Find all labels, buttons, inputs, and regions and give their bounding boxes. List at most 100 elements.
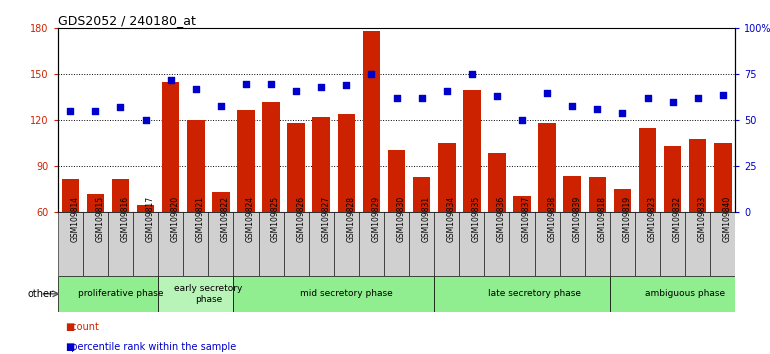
- Bar: [58, 212, 83, 276]
- Point: [691, 96, 704, 101]
- Bar: [635, 212, 660, 276]
- Text: mid secretory phase: mid secretory phase: [300, 289, 393, 298]
- Text: GSM109819: GSM109819: [622, 196, 631, 242]
- Text: GSM109826: GSM109826: [296, 196, 305, 242]
- Bar: [434, 212, 459, 276]
- Bar: [359, 212, 384, 276]
- Text: GSM109838: GSM109838: [547, 196, 556, 242]
- Bar: [162, 82, 179, 212]
- Point: [365, 72, 377, 77]
- Bar: [108, 212, 133, 276]
- Bar: [714, 143, 732, 212]
- Text: ambiguous phase: ambiguous phase: [645, 289, 725, 298]
- Text: proliferative phase: proliferative phase: [78, 289, 163, 298]
- Text: late secretory phase: late secretory phase: [488, 289, 581, 298]
- Point: [290, 88, 303, 94]
- Bar: [588, 177, 606, 212]
- Point: [641, 96, 654, 101]
- Bar: [233, 212, 259, 276]
- Bar: [58, 276, 158, 312]
- Text: ■: ■: [65, 342, 75, 352]
- Point: [239, 81, 252, 86]
- Bar: [685, 212, 710, 276]
- Text: GSM109824: GSM109824: [246, 196, 255, 242]
- Bar: [237, 110, 255, 212]
- Point: [717, 92, 729, 97]
- Point: [490, 93, 503, 99]
- Point: [616, 110, 628, 116]
- Text: early secretory
phase: early secretory phase: [174, 284, 243, 303]
- Text: GSM109830: GSM109830: [397, 196, 406, 242]
- Text: GSM109831: GSM109831: [422, 196, 430, 242]
- Text: GSM109832: GSM109832: [673, 196, 681, 242]
- Bar: [409, 212, 434, 276]
- Bar: [689, 139, 707, 212]
- Point: [566, 103, 578, 108]
- Text: GSM109827: GSM109827: [321, 196, 330, 242]
- Point: [315, 84, 327, 90]
- Point: [466, 72, 478, 77]
- Point: [139, 118, 152, 123]
- Text: GSM109834: GSM109834: [447, 196, 456, 242]
- Point: [667, 99, 679, 105]
- Bar: [259, 212, 283, 276]
- Bar: [639, 128, 656, 212]
- Text: GSM109839: GSM109839: [572, 196, 581, 242]
- Point: [541, 90, 554, 96]
- Point: [215, 103, 227, 108]
- Point: [189, 86, 202, 92]
- Bar: [187, 120, 205, 212]
- Text: GSM109828: GSM109828: [346, 196, 356, 242]
- Bar: [664, 147, 681, 212]
- Bar: [209, 212, 233, 276]
- Point: [114, 105, 126, 110]
- Bar: [438, 143, 456, 212]
- Text: GSM109840: GSM109840: [723, 196, 732, 242]
- Point: [340, 82, 353, 88]
- Bar: [62, 179, 79, 212]
- Point: [416, 96, 428, 101]
- Bar: [337, 114, 355, 212]
- Bar: [434, 276, 610, 312]
- Bar: [463, 90, 480, 212]
- Text: GSM109816: GSM109816: [120, 196, 129, 242]
- Bar: [212, 193, 229, 212]
- Bar: [158, 276, 233, 312]
- Point: [390, 96, 403, 101]
- Text: GSM109833: GSM109833: [698, 196, 707, 242]
- Text: GDS2052 / 240180_at: GDS2052 / 240180_at: [58, 14, 196, 27]
- Text: GSM109823: GSM109823: [648, 196, 657, 242]
- Bar: [610, 212, 635, 276]
- Text: GSM109836: GSM109836: [497, 196, 506, 242]
- Bar: [363, 32, 380, 212]
- Bar: [413, 177, 430, 212]
- Bar: [710, 212, 735, 276]
- Point: [89, 108, 102, 114]
- Bar: [384, 212, 409, 276]
- Bar: [564, 176, 581, 212]
- Bar: [183, 212, 209, 276]
- Bar: [488, 153, 506, 212]
- Bar: [313, 117, 330, 212]
- Text: percentile rank within the sample: percentile rank within the sample: [65, 342, 236, 352]
- Text: GSM109814: GSM109814: [70, 196, 79, 242]
- Bar: [334, 212, 359, 276]
- Bar: [233, 276, 434, 312]
- Text: GSM109837: GSM109837: [522, 196, 531, 242]
- Bar: [510, 212, 534, 276]
- Text: count: count: [65, 322, 99, 332]
- Text: GSM109820: GSM109820: [171, 196, 179, 242]
- Point: [440, 88, 453, 94]
- Text: GSM109825: GSM109825: [271, 196, 280, 242]
- Bar: [263, 102, 280, 212]
- Bar: [610, 276, 735, 312]
- Point: [516, 118, 528, 123]
- Text: GSM109829: GSM109829: [371, 196, 380, 242]
- Text: GSM109821: GSM109821: [196, 196, 205, 242]
- Bar: [137, 205, 154, 212]
- Text: GSM109815: GSM109815: [95, 196, 105, 242]
- Bar: [484, 212, 510, 276]
- Point: [64, 108, 76, 114]
- Bar: [388, 149, 405, 212]
- Bar: [614, 189, 631, 212]
